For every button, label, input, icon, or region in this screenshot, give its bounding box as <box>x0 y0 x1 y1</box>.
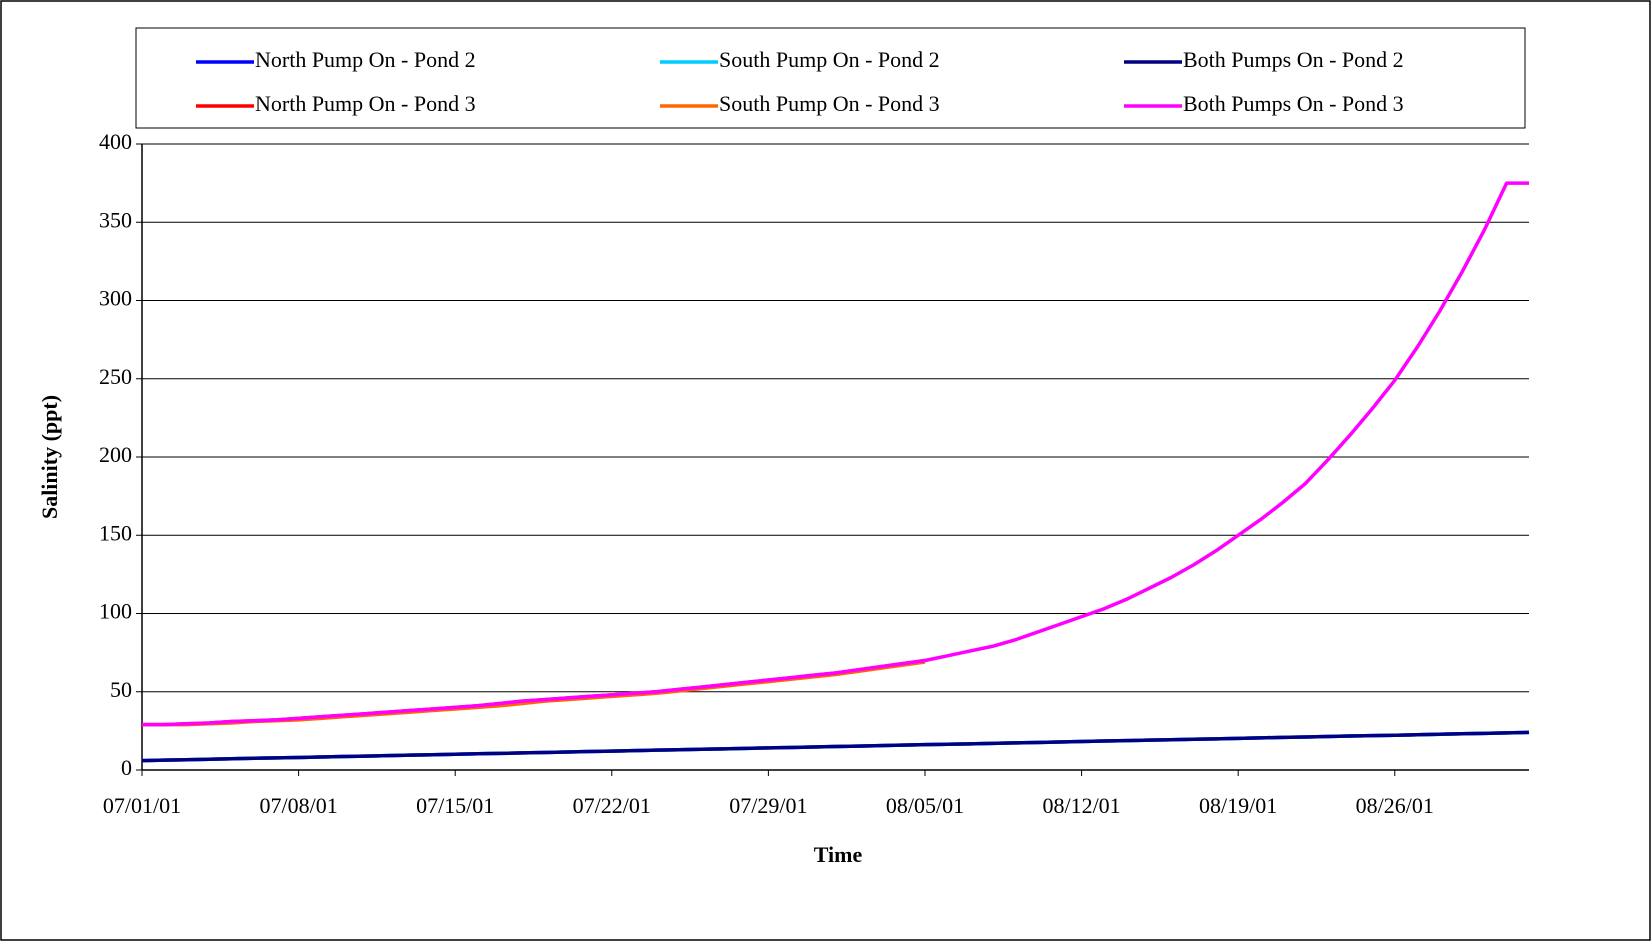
y-tick-label: 150 <box>99 520 132 545</box>
y-tick-label: 350 <box>99 207 132 232</box>
legend-label: Both Pumps On - Pond 2 <box>1183 47 1404 72</box>
x-tick-label: 07/15/01 <box>416 793 494 818</box>
x-tick-label: 08/12/01 <box>1042 793 1120 818</box>
legend-label: North Pump On - Pond 3 <box>255 91 476 116</box>
y-tick-label: 300 <box>99 286 132 311</box>
y-tick-label: 50 <box>110 677 132 702</box>
legend-label: Both Pumps On - Pond 3 <box>1183 91 1404 116</box>
x-tick-label: 08/26/01 <box>1356 793 1434 818</box>
x-tick-label: 07/08/01 <box>259 793 337 818</box>
x-tick-label: 07/22/01 <box>573 793 651 818</box>
y-tick-label: 250 <box>99 364 132 389</box>
x-axis-label: Time <box>814 842 863 867</box>
x-tick-label: 08/19/01 <box>1199 793 1277 818</box>
y-tick-label: 200 <box>99 442 132 467</box>
series-line <box>142 181 1529 727</box>
legend-label: North Pump On - Pond 2 <box>255 47 476 72</box>
x-tick-label: 07/01/01 <box>103 793 181 818</box>
y-tick-label: 400 <box>99 129 132 154</box>
series-line <box>141 730 1530 763</box>
x-tick-label: 07/29/01 <box>729 793 807 818</box>
y-tick-label: 100 <box>99 599 132 624</box>
y-axis-label: Salinity (ppt) <box>37 395 62 519</box>
legend-box <box>135 27 1526 129</box>
y-tick-label: 0 <box>121 755 132 780</box>
x-tick-label: 08/05/01 <box>886 793 964 818</box>
legend-label: South Pump On - Pond 2 <box>719 47 940 72</box>
legend-label: South Pump On - Pond 3 <box>719 91 940 116</box>
